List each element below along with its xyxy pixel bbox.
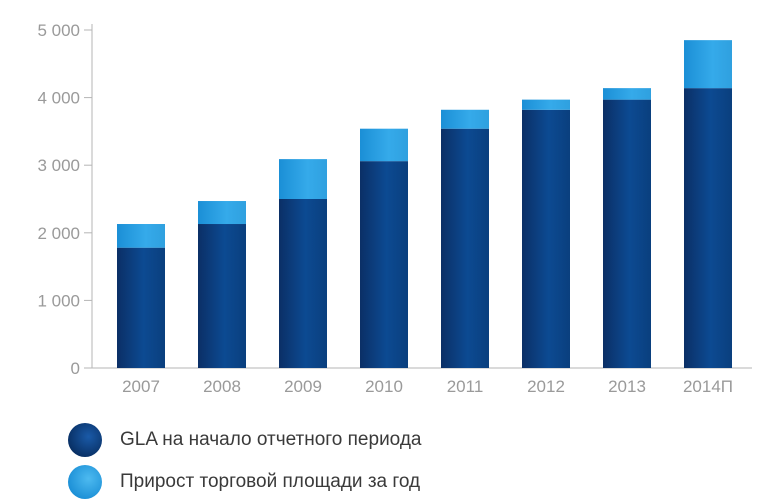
bars	[117, 40, 732, 368]
y-axis: 0 1 000 2 000 3 000 4 000 5 000	[37, 21, 92, 378]
bar-gla-2011	[441, 129, 489, 368]
bar-growth-2008	[198, 201, 246, 224]
legend: GLA на начало отчетного периода Прирост …	[68, 420, 422, 504]
bar-growth-2012	[522, 100, 570, 110]
light-blue-circle-icon	[68, 465, 102, 499]
x-tick-label: 2013	[608, 377, 646, 396]
bar-gla-2012	[522, 110, 570, 368]
bar-growth-2007	[117, 224, 165, 248]
x-tick-label: 2008	[203, 377, 241, 396]
legend-item-growth: Прирост торговой площади за год	[68, 462, 422, 502]
y-tick-label: 0	[71, 359, 80, 378]
legend-label-gla: GLA на начало отчетного периода	[120, 429, 422, 451]
y-tick-label: 4 000	[37, 89, 80, 108]
x-tick-label: 2012	[527, 377, 565, 396]
x-tick-label: 2014П	[683, 377, 733, 396]
bar-gla-2014П	[684, 88, 732, 368]
legend-item-gla: GLA на начало отчетного периода	[68, 420, 422, 460]
bar-growth-2010	[360, 129, 408, 161]
x-tick-label: 2007	[122, 377, 160, 396]
y-tick-label: 5 000	[37, 21, 80, 40]
bar-gla-2009	[279, 199, 327, 368]
bar-gla-2013	[603, 100, 651, 368]
bar-gla-2008	[198, 224, 246, 368]
bar-growth-2013	[603, 88, 651, 99]
bar-growth-2011	[441, 110, 489, 129]
bar-gla-2007	[117, 248, 165, 368]
legend-label-growth: Прирост торговой площади за год	[120, 471, 420, 493]
bar-gla-2010	[360, 161, 408, 368]
bar-growth-2009	[279, 159, 327, 199]
x-tick-label: 2009	[284, 377, 322, 396]
y-tick-label: 2 000	[37, 224, 80, 243]
y-tick-label: 1 000	[37, 291, 80, 310]
bar-growth-2014П	[684, 40, 732, 88]
x-tick-label: 2010	[365, 377, 403, 396]
y-tick-label: 3 000	[37, 156, 80, 175]
x-tick-label: 2011	[447, 377, 484, 396]
dark-blue-circle-icon	[68, 423, 102, 457]
x-axis: 2007 2008 2009 2010 2011 2012 2013 2014П	[92, 368, 752, 396]
